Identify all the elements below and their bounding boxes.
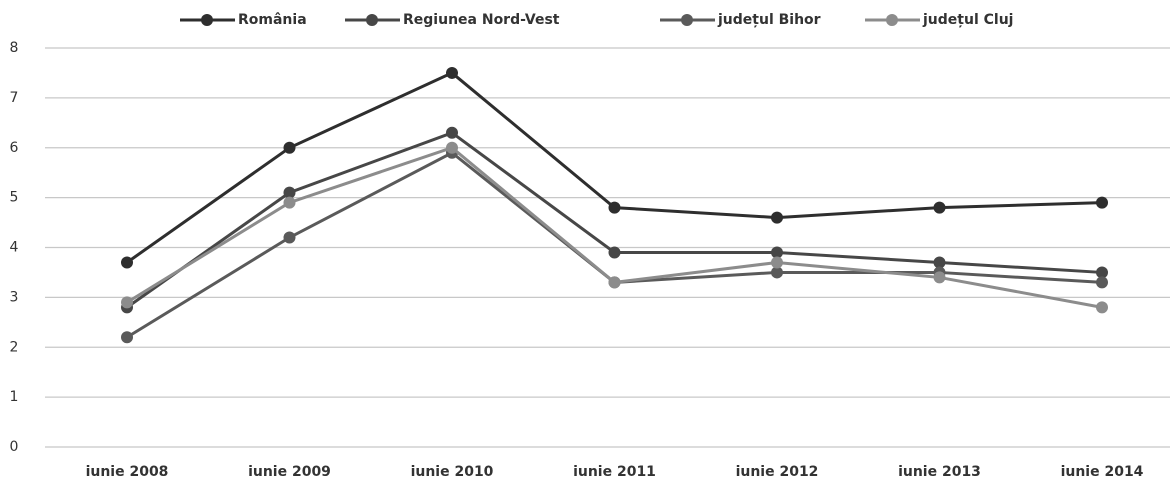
series-line: [126, 150, 1103, 339]
series-point: [283, 186, 296, 199]
series-point: [933, 271, 946, 284]
series-point: [1096, 196, 1108, 209]
series-point: [608, 201, 621, 214]
series-point: [283, 196, 296, 209]
x-tick-label: iunie 2011: [573, 464, 656, 480]
series-point: [771, 246, 783, 259]
series-point: [933, 201, 946, 214]
legend-label: județul Cluj: [922, 12, 1013, 28]
legend-label: România: [238, 12, 307, 28]
series-point: [121, 331, 133, 344]
legend-marker: [201, 14, 213, 26]
series-point: [771, 266, 783, 279]
y-tick-label: 4: [10, 240, 19, 256]
x-tick-label: iunie 2009: [248, 464, 331, 480]
legend-marker: [366, 14, 378, 26]
series-point: [1096, 301, 1108, 314]
x-tick-label: iunie 2010: [411, 464, 494, 480]
series-point: [283, 231, 296, 244]
y-tick-label: 6: [10, 140, 19, 156]
series-point: [283, 141, 296, 154]
series-point: [608, 276, 621, 289]
legend-marker: [681, 14, 693, 26]
series-point: [446, 126, 458, 139]
y-tick-label: 2: [10, 339, 19, 355]
series-point: [1096, 266, 1108, 279]
x-tick-label: iunie 2014: [1061, 464, 1144, 480]
y-tick-label: 3: [10, 289, 19, 305]
series-point: [771, 211, 783, 224]
series-point: [1096, 276, 1108, 289]
series-point: [933, 256, 946, 269]
series-point: [771, 256, 783, 269]
series-point: [446, 66, 458, 79]
x-tick-label: iunie 2013: [898, 464, 981, 480]
series-point: [446, 141, 458, 154]
y-tick-label: 8: [10, 40, 19, 56]
legend-label: Regiunea Nord-Vest: [403, 12, 560, 28]
legend-label: județul Bihor: [717, 12, 821, 28]
x-tick-label: iunie 2012: [736, 464, 819, 480]
y-tick-label: 0: [10, 439, 19, 455]
series-point: [121, 256, 133, 269]
y-tick-label: 5: [10, 190, 19, 206]
series-line: [126, 71, 1103, 264]
y-tick-label: 7: [10, 90, 19, 106]
legend-marker: [886, 14, 898, 26]
series-point: [121, 296, 133, 309]
x-tick-label: iunie 2008: [86, 464, 169, 480]
y-tick-label: 1: [10, 389, 19, 405]
series-point: [608, 246, 621, 259]
